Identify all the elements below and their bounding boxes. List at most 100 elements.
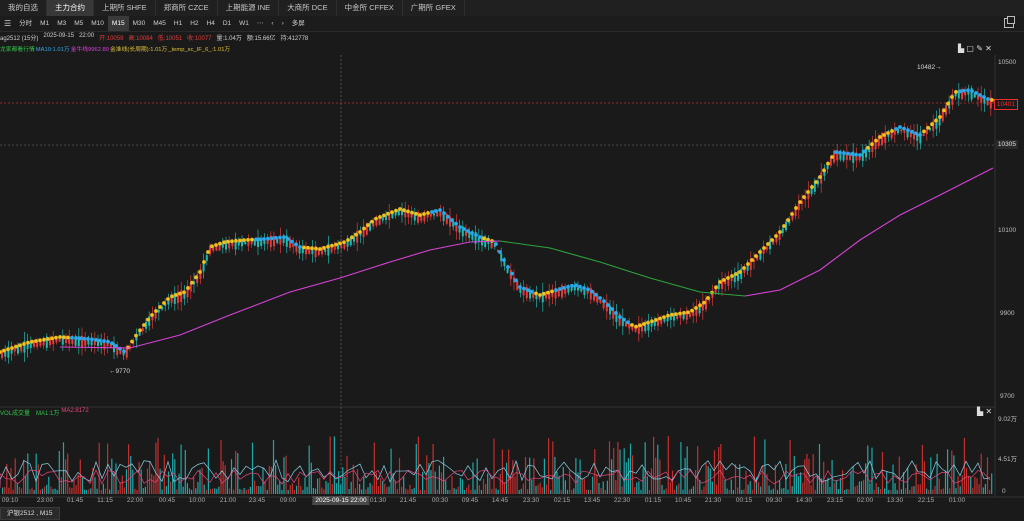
volume-bar xyxy=(879,489,881,494)
volume-bar xyxy=(449,489,451,494)
candle-body xyxy=(253,239,256,246)
candle-body xyxy=(244,241,247,245)
trend-dot xyxy=(418,213,422,217)
candle-body xyxy=(330,245,333,253)
period-h1[interactable]: H1 xyxy=(173,20,183,27)
period-m3[interactable]: M3 xyxy=(57,20,67,27)
period-h4[interactable]: H4 xyxy=(206,20,215,27)
candle-body xyxy=(919,131,922,144)
tab-shfe[interactable]: 上期所 SHFE xyxy=(94,0,156,16)
volume-bar xyxy=(982,487,984,494)
multi-screen-button[interactable]: 多屏 xyxy=(291,20,305,27)
trend-dot xyxy=(298,245,302,249)
volume-bar xyxy=(430,469,432,494)
candle-body xyxy=(346,239,349,247)
close-icon[interactable]: ✕ xyxy=(985,44,992,53)
prev-arrow[interactable]: ‹ xyxy=(271,20,274,27)
period-w1[interactable]: W1 xyxy=(239,20,249,27)
tab-czce[interactable]: 郑商所 CZCE xyxy=(156,0,218,16)
menu-icon[interactable]: ☰ xyxy=(4,19,12,28)
trend-dot xyxy=(274,236,278,240)
candle-body xyxy=(276,238,279,243)
vol-label-max: 9.02万 xyxy=(998,416,1018,423)
trend-dot xyxy=(254,237,258,242)
trend-dot xyxy=(910,129,914,134)
candle-body xyxy=(647,320,650,331)
candle-body xyxy=(685,311,688,320)
volume-bar xyxy=(787,489,789,494)
volume-bar xyxy=(970,477,972,494)
volume-bar xyxy=(296,485,298,494)
volume-bar xyxy=(535,486,537,494)
volume-bar xyxy=(180,444,182,494)
window-icon[interactable] xyxy=(1004,16,1015,28)
period-more[interactable]: ⋯ xyxy=(256,20,264,27)
tab-ine[interactable]: 上期能源 INE xyxy=(218,0,280,16)
volume-bar xyxy=(976,478,978,494)
volume-bar xyxy=(386,487,388,494)
period-d1[interactable]: D1 xyxy=(222,20,232,27)
vol-label-zero: 0 xyxy=(1002,488,1006,495)
tab-main-contracts[interactable]: 主力合约 xyxy=(47,0,94,16)
volume-bar xyxy=(745,470,747,494)
volume-bar xyxy=(592,476,594,494)
trend-dot xyxy=(742,266,746,270)
period-m10[interactable]: M10 xyxy=(91,20,104,27)
period-m1[interactable]: M1 xyxy=(40,20,50,27)
trend-dot xyxy=(162,301,166,305)
trend-dot xyxy=(174,293,178,297)
tab-dce[interactable]: 大商所 DCE xyxy=(279,0,337,16)
volume-bar xyxy=(587,489,590,494)
candle-body xyxy=(666,316,669,322)
volume-bar xyxy=(896,489,898,494)
volume-bar xyxy=(102,483,104,494)
candle-body xyxy=(180,290,183,303)
volume-bar xyxy=(422,471,424,494)
trend-dot xyxy=(754,254,758,258)
trend-dot xyxy=(486,237,490,242)
period-m15[interactable]: M15 xyxy=(107,16,129,31)
tab-cffex[interactable]: 中金所 CFFEX xyxy=(337,0,403,16)
box-icon[interactable]: ▢ xyxy=(966,44,974,53)
close-icon[interactable]: ✕ xyxy=(985,407,993,416)
candle-body xyxy=(378,215,381,225)
volume-bar xyxy=(957,476,959,494)
trend-dot xyxy=(318,247,322,251)
volume-bar xyxy=(37,464,39,494)
volume-bar xyxy=(501,449,503,494)
period-m30[interactable]: M30 xyxy=(132,20,146,27)
trend-dot xyxy=(106,339,110,344)
trend-dot xyxy=(206,250,210,254)
volume-bar xyxy=(149,460,151,494)
candle-body xyxy=(836,150,839,161)
trend-dot xyxy=(810,185,814,189)
volume-bar xyxy=(493,438,495,494)
period-intraday[interactable]: 分时 xyxy=(19,20,33,27)
candle-body xyxy=(52,338,55,345)
tab-gfex[interactable]: 广期所 GFEX xyxy=(403,0,465,16)
volume-bar xyxy=(314,488,317,494)
bar-chart-icon[interactable]: ▙ xyxy=(977,407,984,416)
volume-bar xyxy=(608,441,611,494)
tab-watchlist[interactable]: 我的自选 xyxy=(0,0,47,16)
bottom-symbol-tab[interactable]: 沪银2512 , M15 xyxy=(0,507,60,520)
volume-bar xyxy=(333,436,335,494)
bar-chart-icon[interactable]: ▙ xyxy=(958,44,965,53)
period-h2[interactable]: H2 xyxy=(190,20,199,27)
candle-body xyxy=(922,133,925,136)
candle-body xyxy=(903,130,906,133)
volume-bar xyxy=(54,488,56,494)
candle-body xyxy=(45,336,48,348)
volume-bar xyxy=(558,475,560,494)
period-m45[interactable]: M45 xyxy=(153,20,166,27)
edit-icon[interactable]: ✎ xyxy=(976,44,983,53)
period-m5[interactable]: M5 xyxy=(74,20,84,27)
volume-bar xyxy=(12,489,14,494)
candle-body xyxy=(861,150,864,161)
trend-dot xyxy=(870,142,874,147)
volume-bar xyxy=(428,463,430,494)
next-arrow[interactable]: › xyxy=(281,20,284,27)
candle-body xyxy=(410,213,413,218)
volume-bar xyxy=(919,484,921,494)
